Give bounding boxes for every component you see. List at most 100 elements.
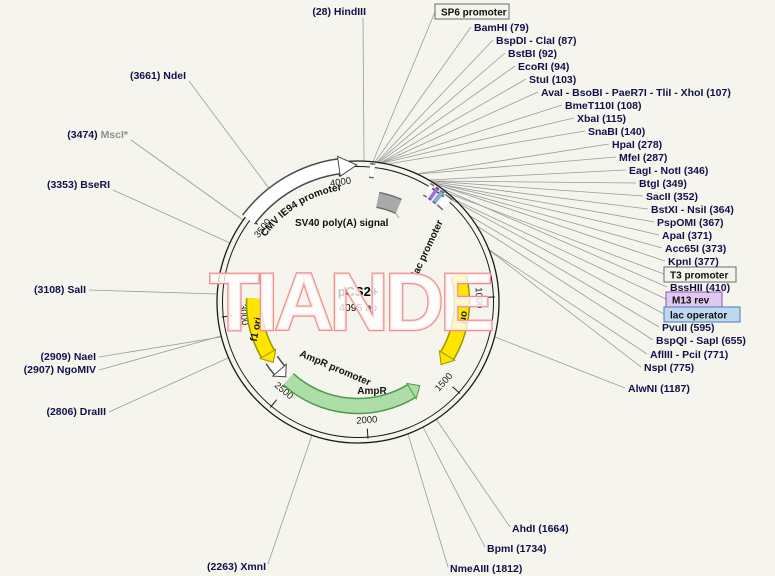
- enzyme-label[interactable]: (3474) MscI*: [67, 129, 129, 141]
- label-text: M13 rev: [672, 296, 710, 307]
- leader-line: [430, 186, 665, 275]
- feature-arrowhead: [336, 155, 358, 178]
- feature-body: [428, 187, 439, 200]
- feature-lac-promoter[interactable]: [436, 193, 453, 211]
- feature-lac-operator[interactable]: [432, 189, 445, 205]
- enzyme-label[interactable]: BspQI - SapI (655): [656, 335, 746, 347]
- enzyme-label[interactable]: EcoRI (94): [518, 61, 569, 73]
- feature-sv40-polya[interactable]: [376, 191, 402, 214]
- leader-line: [130, 139, 244, 221]
- feature-body: [437, 194, 452, 210]
- label-text: SP6 promoter: [441, 8, 507, 19]
- leader-line: [429, 180, 637, 184]
- feature-ampr[interactable]: [282, 373, 421, 415]
- feature-cmv-promoter[interactable]: [242, 155, 358, 225]
- feature-body: [243, 159, 340, 224]
- enzyme-position: (3474): [67, 129, 100, 141]
- leader-line: [377, 52, 506, 163]
- enzyme-label[interactable]: BpmI (1734): [487, 543, 547, 555]
- lac-operator-box-label[interactable]: lac operator: [663, 306, 741, 323]
- enzyme-label[interactable]: HpaI (278): [612, 139, 662, 151]
- enzyme-label[interactable]: StuI (103): [529, 74, 576, 86]
- enzyme-label[interactable]: (2907) NgoMIV: [24, 364, 96, 376]
- leader-line: [476, 225, 654, 341]
- leader-line: [362, 17, 365, 162]
- tick-mark: [221, 315, 232, 318]
- enzyme-label[interactable]: EagI - NotI (346): [629, 165, 708, 177]
- leader-line: [434, 183, 666, 262]
- enzyme-label[interactable]: (28) HindIII: [312, 6, 366, 18]
- enzyme-label[interactable]: (3108) SalI: [34, 284, 86, 296]
- tick-mark: [366, 428, 369, 439]
- enzyme-label[interactable]: NspI (775): [644, 362, 694, 374]
- enzyme-label[interactable]: AflIII - PciI (771): [650, 349, 728, 361]
- enzyme-label[interactable]: PvuII (595): [662, 322, 715, 334]
- m13-rev-box-label[interactable]: M13 rev: [665, 291, 723, 308]
- enzyme-label[interactable]: AvaI - BsoBI - PaeR7I - TliI - XhoI (107…: [541, 87, 731, 99]
- ampr-label: AmpR: [357, 386, 387, 397]
- plasmid-backbone-ring-inner: [222, 166, 494, 438]
- tick-label: 4000: [329, 176, 352, 190]
- feature-sp6-promoter[interactable]: [368, 163, 376, 179]
- enzyme-name-blocked: MscI*: [101, 129, 129, 141]
- enzyme-label[interactable]: BstXI - NsiI (364): [651, 204, 734, 216]
- enzyme-label[interactable]: (2909) NaeI: [41, 351, 97, 363]
- leader-line: [417, 156, 617, 175]
- feature-ori[interactable]: [438, 272, 471, 366]
- leader-line: [433, 183, 663, 249]
- leader-line: [488, 249, 642, 368]
- leader-line: [435, 190, 667, 300]
- enzyme-label[interactable]: AlwNI (1187): [628, 383, 690, 395]
- feature-f1-ori[interactable]: [245, 298, 277, 364]
- plasmid-backbone-ring-outer: [216, 160, 500, 444]
- feature-ampr-promoter[interactable]: [265, 355, 287, 378]
- feature-t3-promoter[interactable]: [422, 182, 435, 198]
- sv40-polya-label: SV40 poly(A) signal: [295, 218, 389, 229]
- feature-m13-rev[interactable]: [427, 186, 440, 201]
- enzyme-label[interactable]: ApaI (371): [662, 230, 712, 242]
- f1-ori-label: f1 ori: [249, 316, 265, 342]
- leader-line: [433, 182, 660, 236]
- watermark: TIANDE: [209, 257, 492, 348]
- leader-line: [188, 80, 272, 192]
- enzyme-label[interactable]: (3353) BseRI: [47, 179, 110, 191]
- enzyme-label[interactable]: MfeI (287): [619, 152, 667, 164]
- enzyme-label[interactable]: (2263) XmnI: [207, 561, 266, 573]
- enzyme-label[interactable]: KpnI (377): [668, 256, 719, 268]
- enzyme-label[interactable]: Acc65I (373): [665, 243, 726, 255]
- enzyme-label[interactable]: BtgI (349): [639, 178, 687, 190]
- leader-line: [440, 193, 665, 315]
- leader-line: [469, 215, 660, 328]
- enzyme-label[interactable]: AhdI (1664): [512, 523, 569, 535]
- leader-line: [98, 336, 222, 358]
- enzyme-label[interactable]: BstBI (92): [508, 48, 557, 60]
- enzyme-label[interactable]: BamHI (79): [474, 22, 529, 34]
- tick-label: 1500: [433, 371, 455, 394]
- feature-body: [432, 191, 444, 204]
- leader-line: [98, 335, 222, 371]
- t3-promoter-box-label[interactable]: T3 promoter: [663, 266, 737, 283]
- enzyme-label[interactable]: (2806) DraIII: [46, 406, 106, 418]
- enzyme-label[interactable]: SnaBI (140): [588, 126, 645, 138]
- label-box: [663, 306, 741, 323]
- enzyme-label[interactable]: BspDI - ClaI (87): [496, 35, 577, 47]
- leader-line: [377, 65, 516, 164]
- leader-line: [374, 26, 472, 163]
- enzyme-label[interactable]: (3661) NdeI: [130, 70, 186, 82]
- leader-line: [380, 104, 563, 164]
- plasmid-size: 4095 bp: [339, 302, 377, 314]
- enzyme-label[interactable]: BmeT110I (108): [565, 100, 641, 112]
- enzyme-label[interactable]: PspOMI (367): [657, 217, 724, 229]
- tick-label: 1000: [473, 287, 485, 309]
- sp6-promoter-box-label[interactable]: SP6 promoter: [434, 3, 510, 20]
- label-text: T3 promoter: [670, 271, 728, 282]
- ampr-promoter-label: AmpR promoter: [298, 349, 372, 389]
- feature-body: [368, 164, 376, 177]
- enzyme-label[interactable]: NmeAIII (1812): [450, 563, 522, 575]
- enzyme-label[interactable]: BssHII (410): [670, 282, 730, 294]
- tick-mark: [269, 399, 278, 408]
- enzyme-label[interactable]: XbaI (115): [577, 113, 626, 125]
- enzyme-label[interactable]: SacII (352): [646, 191, 698, 203]
